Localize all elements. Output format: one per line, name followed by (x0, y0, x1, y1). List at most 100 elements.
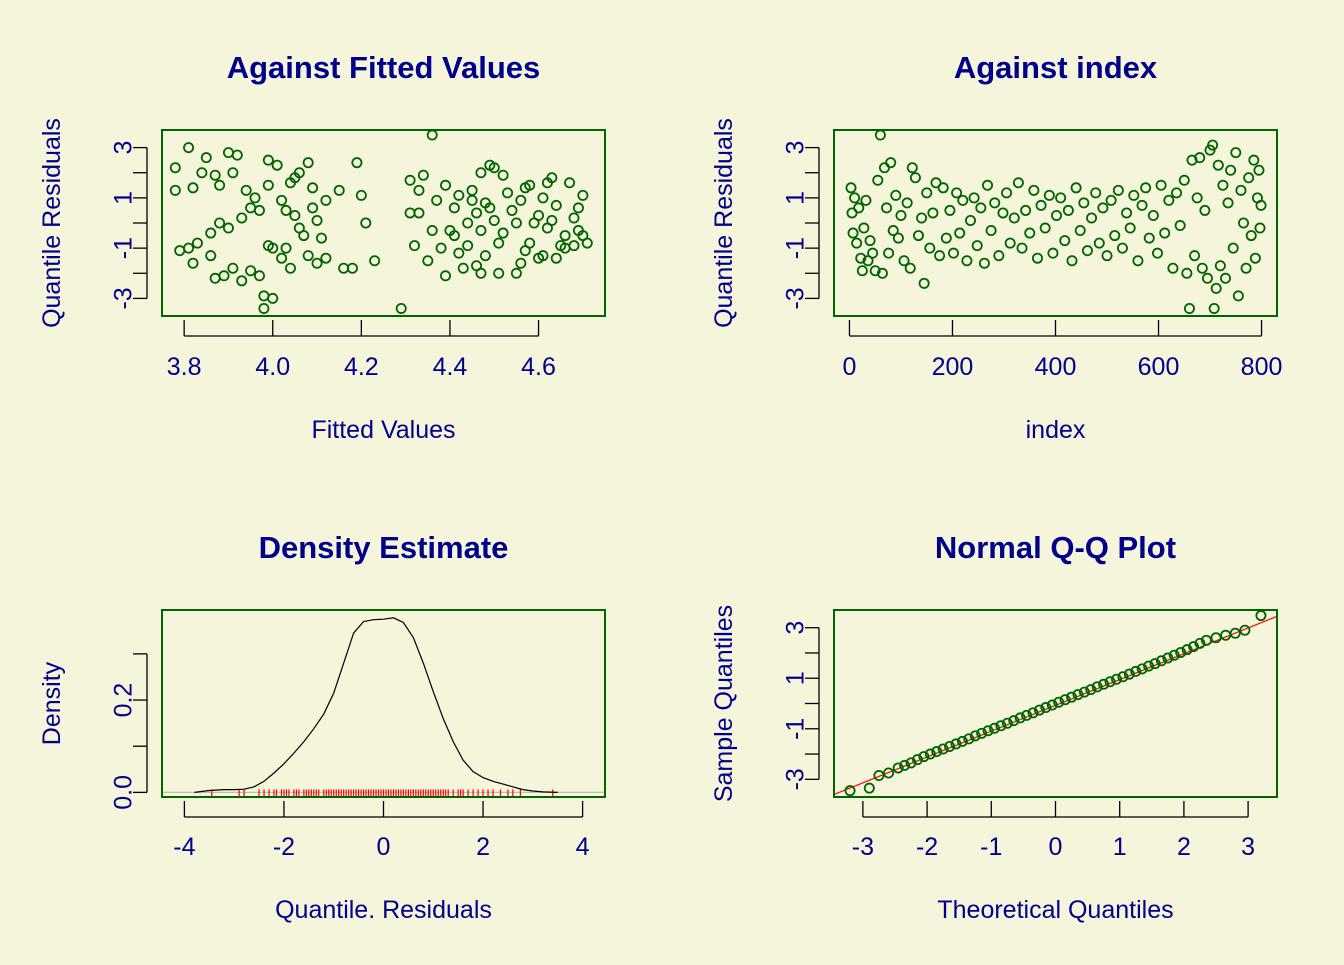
data-point-qq (1104, 676, 1116, 688)
data-point-index (1097, 202, 1109, 214)
data-point-index (849, 192, 861, 204)
data-point-fitted (205, 250, 217, 262)
data-point-fitted (187, 182, 199, 194)
data-point-fitted (187, 257, 199, 269)
data-point-index (978, 257, 990, 269)
data-point-index (1151, 247, 1163, 259)
data-point-index (1174, 220, 1186, 232)
data-point-fitted (426, 130, 438, 141)
data-point-index (1116, 242, 1128, 254)
data-point-index (918, 277, 930, 289)
data-point-index (916, 212, 928, 224)
data-point-index (1196, 262, 1208, 274)
data-point-qq (1085, 684, 1097, 696)
data-point-index (968, 192, 980, 204)
data-point-qq (1117, 671, 1129, 683)
data-point-index (924, 242, 936, 254)
data-point-fitted (227, 167, 239, 179)
data-point-fitted (493, 237, 505, 249)
data-point-qq (1078, 686, 1090, 698)
data-point-index (1121, 207, 1133, 219)
data-point-qq (1130, 665, 1142, 677)
y-tick-label-index: 1 (782, 191, 810, 205)
data-point-index (1255, 199, 1267, 211)
data-point-index (1086, 212, 1098, 224)
data-point-index (1225, 164, 1237, 176)
data-point-fitted (453, 247, 465, 259)
data-point-fitted (453, 189, 465, 201)
data-point-qq (1066, 691, 1078, 703)
data-point-qq (1001, 717, 1013, 729)
data-point-index (1212, 159, 1224, 171)
data-point-qq (1149, 658, 1161, 670)
data-point-qq (1255, 610, 1267, 622)
data-point-fitted (413, 184, 425, 196)
x-axis-label-qq: Theoretical Quantiles (937, 896, 1173, 924)
x-axis-label-density: Quantile. Residuals (275, 896, 492, 924)
data-point-fitted (169, 162, 181, 174)
data-point-index (1210, 282, 1222, 294)
data-point-index (1078, 197, 1090, 209)
data-point-index (856, 265, 868, 277)
x-tick-label-index: 600 (1138, 353, 1180, 381)
data-point-qq (924, 748, 936, 760)
data-point-index (1090, 187, 1102, 199)
data-point-index (864, 235, 876, 247)
data-point-index (1253, 164, 1265, 176)
data-point-fitted (218, 270, 230, 282)
chart-title-index: Against index (954, 50, 1158, 85)
data-point-fitted (417, 169, 429, 181)
data-point-qq (950, 738, 962, 750)
data-point-fitted (506, 204, 518, 216)
data-point-fitted (293, 222, 305, 234)
data-point-fitted (311, 257, 323, 269)
data-point-index (1109, 230, 1121, 242)
data-point-index (1008, 212, 1020, 224)
data-point-fitted (488, 162, 500, 174)
data-point-qq (1072, 689, 1084, 701)
data-point-index (872, 174, 884, 186)
data-point-fitted (209, 272, 221, 284)
data-point-fitted (528, 217, 540, 229)
data-point-fitted (404, 174, 416, 186)
x-axis-label-index: index (1026, 416, 1086, 444)
data-point-fitted (280, 204, 292, 216)
data-point-index (876, 267, 888, 279)
data-point-fitted (183, 242, 195, 254)
plot-frame-qq (833, 609, 1278, 798)
data-point-fitted (426, 225, 438, 237)
data-point-fitted (572, 225, 584, 237)
data-point-fitted (493, 267, 505, 279)
x-tick-label-qq: -3 (852, 833, 874, 861)
data-point-index (1020, 204, 1032, 216)
data-point-index (851, 237, 863, 249)
data-point-qq (982, 725, 994, 737)
chart-title-fitted: Against Fitted Values (227, 50, 541, 85)
data-point-fitted (488, 214, 500, 226)
data-point-fitted (205, 227, 217, 239)
data-point-qq (1040, 702, 1052, 714)
data-point-fitted (346, 262, 358, 274)
data-point-index (1208, 302, 1220, 314)
data-point-index (937, 182, 949, 194)
data-point-index (951, 187, 963, 199)
data-point-index (1240, 262, 1252, 274)
data-point-index (965, 214, 977, 226)
data-point-index (948, 247, 960, 259)
data-point-fitted (448, 202, 460, 214)
data-point-index (921, 187, 933, 199)
data-point-qq (1091, 681, 1103, 693)
x-tick-label-density: -2 (273, 833, 295, 861)
data-point-index (1101, 250, 1113, 262)
data-point-fitted (431, 194, 443, 206)
plot-area-index (845, 130, 1267, 314)
data-point-index (881, 202, 893, 214)
x-tick-label-fitted: 4.4 (433, 353, 468, 381)
data-point-fitted (333, 184, 345, 196)
data-point-fitted (311, 214, 323, 226)
data-point-index (1124, 222, 1136, 234)
data-point-fitted (245, 265, 257, 277)
data-point-qq (1229, 627, 1241, 639)
data-point-qq (931, 746, 943, 758)
